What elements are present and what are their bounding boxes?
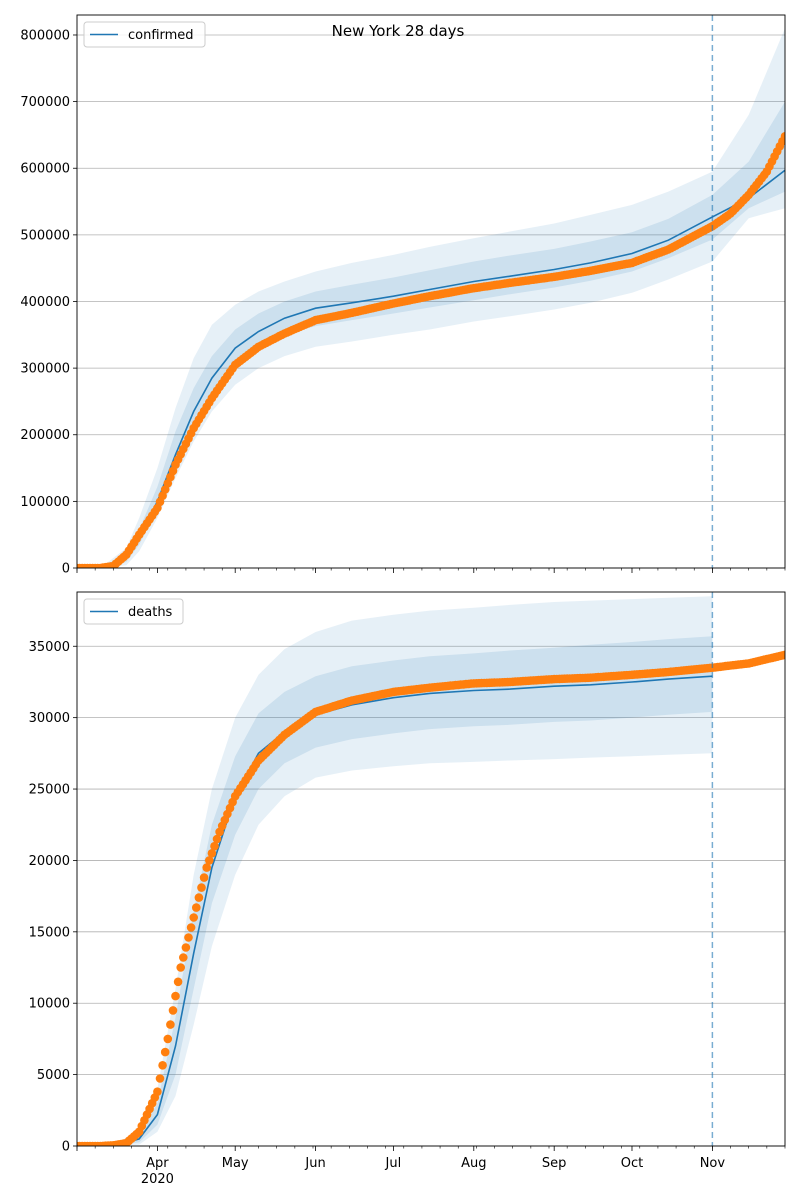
observed-points: [77, 650, 785, 1146]
axes-frame: [76, 591, 786, 1147]
legend: deaths: [83, 598, 184, 625]
observed-point: [205, 856, 214, 865]
observed-point: [158, 1061, 167, 1070]
observed-point: [210, 841, 219, 851]
x-tick-label: Jun: [304, 1156, 325, 1171]
x-tick-label: Jul: [385, 1156, 402, 1171]
y-tick-label: 400000: [20, 295, 70, 310]
deaths-panel: 0 5000 10000 15000 20000 25000 30000 35000 Apr20…: [29, 591, 786, 1187]
observed-point: [153, 1087, 162, 1096]
outer-confidence-band: [77, 596, 713, 1146]
x-tick-label: Sep: [542, 1156, 567, 1171]
y-tick-label: 15000: [29, 925, 70, 940]
figure-title: New York 28 days: [332, 22, 465, 40]
y-tick-label: 300000: [20, 362, 70, 377]
y-tick-label: 5000: [37, 1068, 70, 1083]
observed-point: [168, 1006, 178, 1015]
observed-point: [173, 977, 183, 987]
observed-point: [199, 873, 209, 882]
observed-point: [155, 1074, 165, 1083]
observed-points: [77, 132, 785, 568]
observed-point: [780, 650, 785, 660]
axes-frame: [76, 14, 786, 569]
observed-point: [212, 834, 222, 844]
observed-point: [166, 1020, 175, 1029]
y-tick-label: 30000: [29, 711, 70, 726]
inner-confidence-band: [77, 636, 713, 1146]
y-tick-label: 0: [62, 562, 70, 577]
observed-point: [202, 863, 211, 872]
y-tick-label: 20000: [29, 854, 70, 869]
y-tick-label: 25000: [29, 783, 70, 798]
x-tick-label: Aug: [461, 1156, 486, 1171]
observed-point: [207, 849, 217, 858]
x-tick-label: Nov: [700, 1156, 726, 1171]
y-tick-label: 200000: [20, 428, 70, 443]
x-tick-label: 2020: [141, 1172, 174, 1187]
x-tick-label: Apr: [146, 1156, 169, 1171]
observed-point: [181, 943, 191, 952]
observed-point: [179, 953, 188, 962]
legend-label: confirmed: [128, 28, 194, 43]
observed-point: [197, 883, 206, 892]
y-tick-label: 500000: [20, 228, 70, 243]
y-tick-label: 35000: [29, 640, 70, 655]
observed-point: [194, 893, 204, 902]
legend: confirmed: [83, 21, 206, 48]
x-tick-label: Oct: [621, 1156, 643, 1171]
inner-confidence-band: [77, 101, 785, 568]
observed-point: [189, 913, 198, 922]
y-tick-label: 600000: [20, 162, 70, 177]
observed-point: [176, 963, 185, 972]
observed-point: [192, 903, 201, 912]
legend-label: deaths: [128, 605, 173, 620]
observed-point: [184, 933, 193, 942]
observed-point: [186, 923, 196, 932]
y-tick-label: 0: [62, 1140, 70, 1155]
y-tick-label: 800000: [20, 28, 70, 43]
observed-point: [171, 991, 180, 1001]
observed-point: [780, 132, 785, 141]
x-tick-label: May: [222, 1156, 249, 1171]
confirmed-panel: 0 100000 200000 300000 400000 500000 600000 700…: [20, 14, 786, 577]
observed-point: [160, 1047, 170, 1057]
observed-point: [163, 1034, 173, 1044]
y-tick-label: 10000: [29, 997, 70, 1012]
y-tick-label: 700000: [20, 95, 70, 110]
y-tick-label: 100000: [20, 495, 70, 510]
